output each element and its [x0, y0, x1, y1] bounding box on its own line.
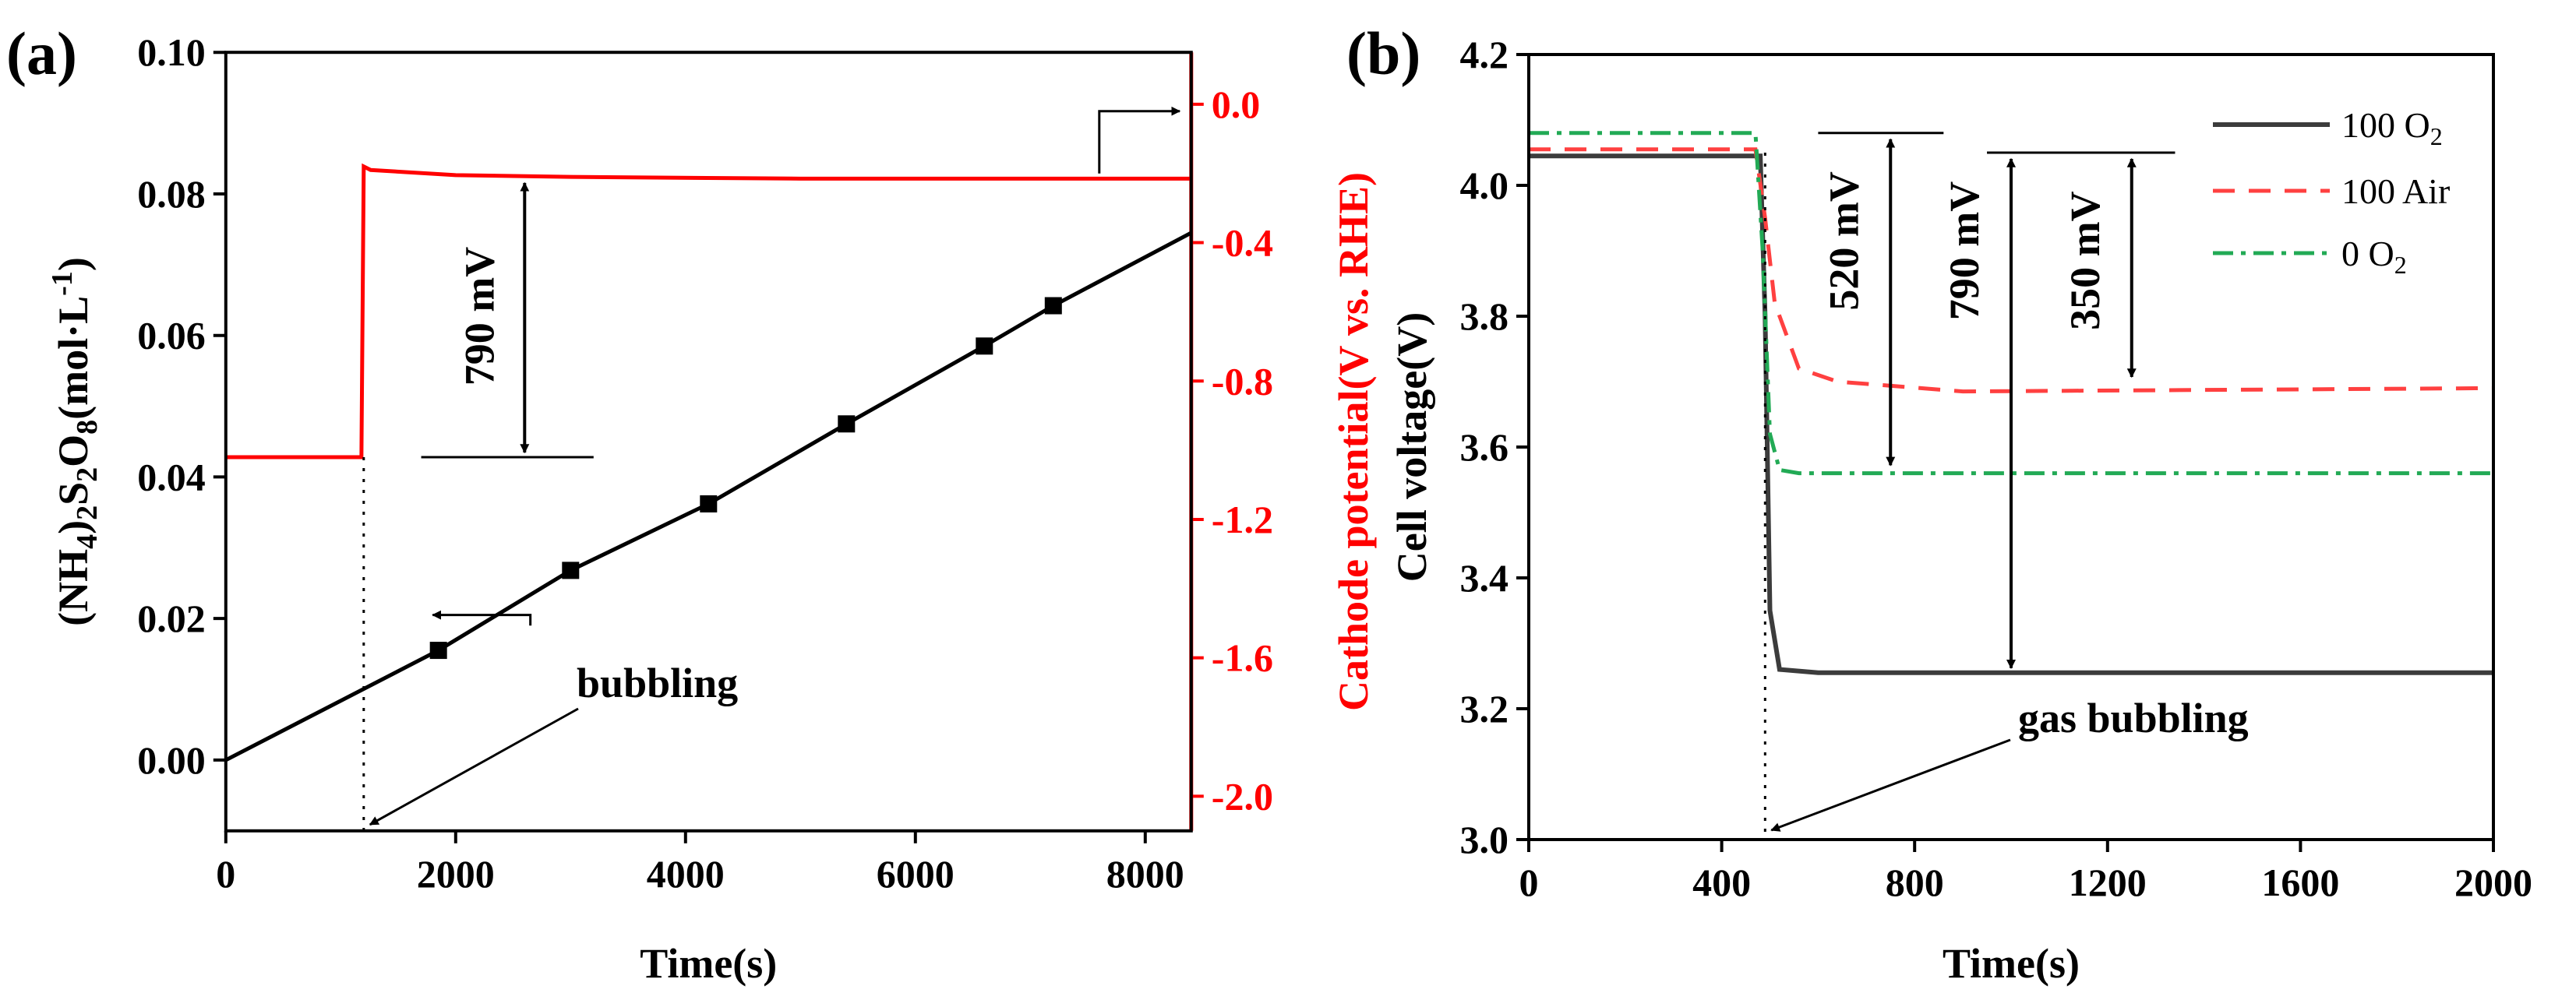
concentration-marker: [700, 495, 718, 512]
y-tick-label-b: 4.2: [1460, 33, 1509, 76]
y-left-tick-label-a: 0.06: [137, 314, 206, 357]
y-tick-label-b: 4.0: [1460, 164, 1509, 207]
y-right-tick-label-a: -1.2: [1212, 498, 1273, 541]
panel-b-y-axis-title: Cell voltage(V): [1389, 312, 1435, 582]
panel-a-frame: [224, 51, 1193, 833]
left-axis-pointer-a: [432, 610, 532, 626]
y-tick-label-b: 3.8: [1460, 294, 1509, 338]
y-left-tick-label-a: 0.00: [137, 738, 206, 782]
y-left-tick-label-a: 0.04: [137, 455, 206, 498]
y-right-tick-label-a: -1.6: [1212, 636, 1273, 680]
legend-label-100-o2: 100 O2: [2341, 105, 2443, 150]
panel-b-annotations: 520 mV 790 mV 350 mV gas bubbling: [1820, 171, 2248, 741]
bubbling-label: bubbling: [577, 660, 738, 706]
x-tick-label-b: 1600: [2261, 861, 2339, 904]
x-tick-label-a: 4000: [647, 852, 725, 896]
y-right-tick-label-a: -0.4: [1212, 221, 1273, 265]
x-tick-label-b: 0: [1519, 861, 1539, 904]
y-tick-label-b: 3.6: [1460, 425, 1509, 469]
x-tick-label-a: 8000: [1106, 852, 1184, 896]
concentration-marker: [429, 642, 447, 660]
drop-790mv-label-b: 790 mV: [1941, 181, 1988, 320]
y-left-tick-label-a: 0.02: [137, 597, 206, 640]
y-tick-label-b: 3.0: [1460, 818, 1509, 861]
panel-b-legend: 100 O2 100 Air 0 O2: [2213, 105, 2450, 279]
legend-item-100-air: 100 Air: [2213, 171, 2450, 211]
y-tick-label-b: 3.2: [1460, 687, 1509, 731]
panel-a: (a) 0 2000 4000 6000 8000 0.00 0.02 0.04 0.06 0.0…: [6, 19, 1377, 987]
concentration-marker: [976, 337, 993, 355]
potential-line: [225, 163, 1191, 460]
x-tick-label-a: 2000: [417, 852, 495, 896]
x-tick-label-b: 2000: [2454, 861, 2532, 904]
x-tick-label-a: 6000: [877, 852, 955, 896]
panel-b-lines: [1529, 131, 2494, 840]
panel-a-annotations: 790 mV bubbling: [456, 247, 738, 706]
x-tick-label-b: 400: [1692, 861, 1751, 904]
x-tick-label-a: 0: [216, 852, 235, 896]
y-left-tick-label-a: 0.08: [137, 172, 206, 216]
drop-350mv-label: 350 mV: [2062, 191, 2108, 329]
concentration-line: [224, 231, 1192, 762]
legend-item-100-o2: 100 O2: [2213, 105, 2443, 150]
y-right-tick-label-a: -0.8: [1212, 359, 1273, 403]
gas-bubbling-label: gas bubbling: [2018, 695, 2249, 741]
panel-b-ticks: 0 400 800 1200 1600 2000 3.0 3.2 3.4 3.6 3.8 4.0 4.2: [1460, 33, 2533, 904]
panel-a-x-axis-title: Time(s): [640, 940, 777, 987]
concentration-marker: [1044, 297, 1062, 315]
panel-a-label: (a): [6, 19, 77, 87]
series-0-o2: [1529, 131, 2493, 476]
x-tick-label-b: 1200: [2069, 861, 2147, 904]
legend-label-0-o2: 0 O2: [2341, 234, 2407, 279]
panel-a-left-axis-title: (NH4)2S2O8(mol·L-1): [46, 257, 104, 626]
right-axis-pointer-a: [1098, 106, 1181, 174]
y-right-tick-label-a: 0.0: [1212, 83, 1261, 126]
drop-790mv-label: 790 mV: [456, 247, 503, 386]
panel-a-ticks: 0 2000 4000 6000 8000 0.00 0.02 0.04 0.06 0.08 0.1…: [137, 30, 1273, 896]
panel-b: (b) 0 400 800 1200 1600 2000 3.0 3.2 3.4 3.6 3.8 4.…: [1346, 19, 2532, 987]
gas-bubbling-arrow-b: [1770, 738, 2011, 832]
panel-b-label: (b): [1346, 19, 1420, 87]
legend-item-0-o2: 0 O2: [2213, 234, 2407, 279]
legend-label-100-air: 100 Air: [2341, 171, 2450, 211]
panel-b-x-axis-title: Time(s): [1943, 940, 2080, 987]
concentration-marker: [562, 562, 580, 579]
y-right-tick-label-a: -2.0: [1212, 774, 1273, 818]
x-tick-label-b: 800: [1886, 861, 1944, 904]
panel-b-frame: [1527, 53, 2495, 841]
panel-a-lines: [224, 106, 1192, 831]
y-tick-label-b: 3.4: [1460, 556, 1509, 600]
concentration-marker: [838, 415, 856, 433]
drop-520mv-label: 520 mV: [1820, 171, 1867, 310]
y-left-tick-label-a: 0.10: [137, 30, 206, 74]
panel-a-right-axis-title: Cathode potential(V vs. RHE): [1330, 172, 1377, 711]
bubbling-arrow-a: [369, 707, 579, 826]
